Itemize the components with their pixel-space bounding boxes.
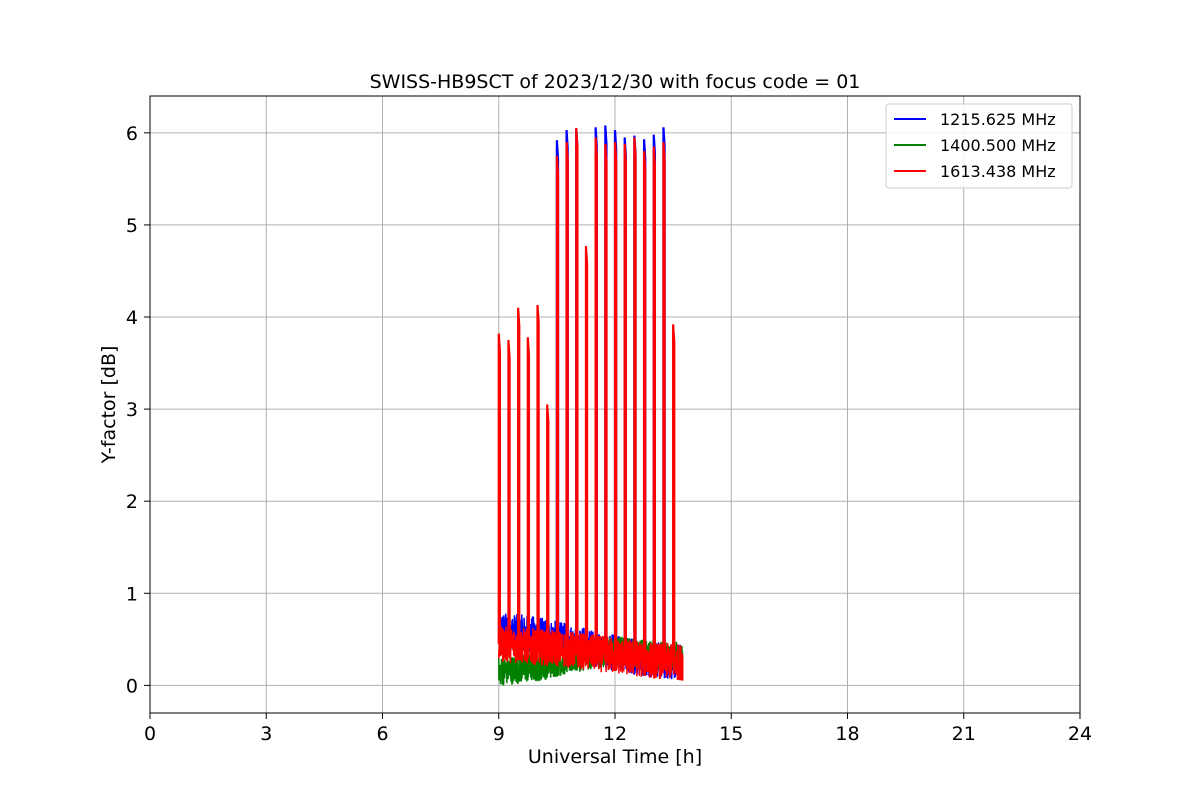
peak-mark <box>584 246 589 652</box>
x-axis-label: Universal Time [h] <box>528 746 702 768</box>
y-tick-label: 6 <box>126 123 138 145</box>
peak-mark <box>652 146 657 661</box>
peak-mark <box>662 141 666 662</box>
peak-mark <box>604 143 608 655</box>
peak-mark <box>507 339 511 645</box>
peak-mark <box>497 333 502 644</box>
plot-lines <box>497 125 684 686</box>
x-tick-label: 3 <box>260 723 272 745</box>
peak-mark <box>672 324 676 662</box>
peak-mark <box>517 307 521 646</box>
peak-mark <box>642 151 647 660</box>
y-tick-label: 5 <box>126 215 138 237</box>
legend: 1215.625 MHz 1400.500 MHz 1613.438 MHz <box>885 103 1073 189</box>
x-tick-label: 6 <box>376 723 388 745</box>
peak-mark <box>623 143 627 658</box>
legend-box <box>885 103 1073 189</box>
peak-mark <box>613 141 618 656</box>
x-tick-label: 9 <box>493 723 505 745</box>
y-tick-label: 4 <box>126 307 138 329</box>
peak-mark <box>633 137 637 659</box>
peak-mark <box>526 337 531 646</box>
legend-label: 1400.500 MHz <box>940 136 1056 155</box>
legend-label: 1613.438 MHz <box>940 162 1056 181</box>
peak-mark <box>546 404 550 648</box>
x-tick-label: 0 <box>144 723 156 745</box>
peak-mark <box>565 141 569 650</box>
legend-label: 1215.625 MHz <box>940 110 1056 129</box>
x-tick-label: 15 <box>719 723 743 745</box>
x-tick-label: 12 <box>603 723 627 745</box>
y-tick-label: 3 <box>126 399 138 421</box>
x-tick-label: 18 <box>835 723 859 745</box>
chart-title: SWISS-HB9SCT of 2023/12/30 with focus co… <box>370 71 861 93</box>
y-tick-label: 0 <box>126 675 138 697</box>
peak-mark <box>555 155 560 649</box>
x-tick-label: 24 <box>1068 723 1092 745</box>
x-tick-label: 21 <box>952 723 976 745</box>
y-axis-label: Y-factor [dB] <box>98 346 120 465</box>
peak-mark <box>575 128 579 651</box>
peak-mark <box>536 304 540 647</box>
series-3 <box>497 128 684 682</box>
y-tick-label: 2 <box>126 491 138 513</box>
y-tick-label: 1 <box>126 583 138 605</box>
peak-mark <box>594 137 598 654</box>
